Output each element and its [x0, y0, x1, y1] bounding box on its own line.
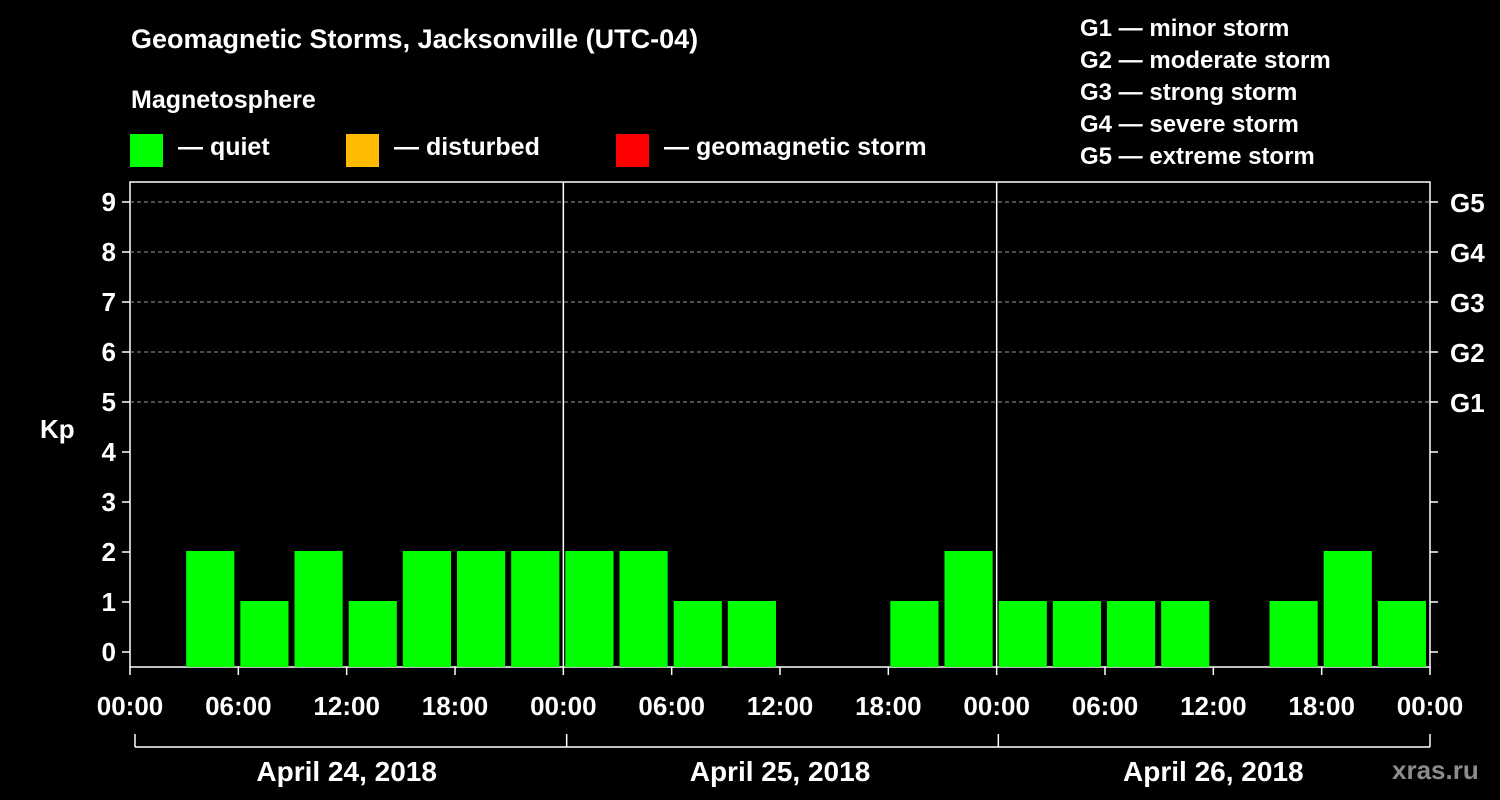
storm-scale-g1: G1 — minor storm	[1080, 15, 1290, 42]
storm-level-label: G4	[1450, 238, 1485, 268]
x-tick-label: 00:00	[530, 691, 597, 721]
y-tick-label: 5	[102, 387, 116, 417]
day-axis: April 24, 2018 April 25, 2018 April 26, 20…	[134, 734, 1431, 787]
y-tick-label: 6	[102, 337, 116, 367]
y-tick-label: 1	[102, 587, 116, 617]
y-tick-label: 0	[102, 637, 116, 667]
y-tick-label: 7	[102, 287, 116, 317]
grid-lines	[130, 201, 1430, 403]
storm-level-label: G3	[1450, 288, 1485, 318]
storm-scale-g2: G2 — moderate storm	[1080, 47, 1331, 74]
legend-label-storm: — geomagnetic storm	[664, 133, 927, 161]
bar	[1161, 601, 1210, 667]
y-axis-label: Kp	[40, 414, 75, 444]
day-dividers	[562, 182, 998, 667]
x-tick-label: 06:00	[1072, 691, 1139, 721]
x-tick-label: 12:00	[313, 691, 380, 721]
x-tick-label: 06:00	[205, 691, 272, 721]
y-tick-label: 4	[102, 437, 117, 467]
x-tick-label: 00:00	[963, 691, 1030, 721]
x-tick-label: 12:00	[747, 691, 814, 721]
bar	[1052, 601, 1101, 667]
y-tick-label: 2	[102, 537, 116, 567]
storm-level-label: G5	[1450, 188, 1485, 218]
bar	[294, 551, 343, 667]
x-tick-label: 12:00	[1180, 691, 1247, 721]
bar	[727, 601, 776, 667]
legend-heading: Magnetosphere	[131, 86, 316, 114]
legend-swatch-storm	[616, 134, 649, 167]
bar-series	[186, 551, 1426, 667]
x-tick-label: 06:00	[638, 691, 705, 721]
bar	[673, 601, 722, 667]
watermark: xras.ru	[1392, 755, 1479, 785]
bar	[998, 601, 1047, 667]
bar	[619, 551, 668, 667]
day-label: April 24, 2018	[256, 756, 437, 787]
y-tick-label: 3	[102, 487, 116, 517]
y-tick-label: 8	[102, 237, 116, 267]
y-axis: 0 1 2 3 4 5 6 7 8 9	[102, 187, 130, 667]
storm-level-label: G1	[1450, 388, 1485, 418]
bar	[1377, 601, 1426, 667]
x-axis: 00:00 06:00 12:00 18:00 00:00 06:00 12:00 18:00…	[97, 667, 1464, 721]
bar	[1269, 601, 1318, 667]
storm-level-label: G2	[1450, 338, 1485, 368]
bar	[1107, 601, 1156, 667]
bar	[1323, 551, 1372, 667]
bar	[348, 601, 397, 667]
day-label: April 26, 2018	[1123, 756, 1304, 787]
storm-axis: G1 G2 G3 G4 G5	[1430, 188, 1485, 653]
x-tick-label: 18:00	[422, 691, 489, 721]
bar	[457, 551, 506, 667]
bar	[944, 551, 993, 667]
x-tick-label: 00:00	[1397, 691, 1464, 721]
x-tick-label: 00:00	[97, 691, 164, 721]
storm-scale-g3: G3 — strong storm	[1080, 79, 1298, 106]
x-tick-label: 18:00	[1288, 691, 1355, 721]
bar	[186, 551, 235, 667]
chart-title: Geomagnetic Storms, Jacksonville (UTC-04…	[131, 24, 699, 54]
y-tick-label: 9	[102, 187, 116, 217]
bar	[565, 551, 614, 667]
bar	[890, 601, 939, 667]
storm-scale-g4: G4 — severe storm	[1080, 111, 1299, 138]
bar	[240, 601, 289, 667]
legend-swatch-quiet	[130, 134, 163, 167]
legend-label-disturbed: — disturbed	[394, 133, 540, 161]
legend-swatch-disturbed	[346, 134, 379, 167]
bar	[402, 551, 451, 667]
bar	[511, 551, 560, 667]
day-label: April 25, 2018	[690, 756, 871, 787]
legend-label-quiet: — quiet	[178, 133, 270, 161]
storm-scale-g5: G5 — extreme storm	[1080, 143, 1315, 170]
x-tick-label: 18:00	[855, 691, 922, 721]
